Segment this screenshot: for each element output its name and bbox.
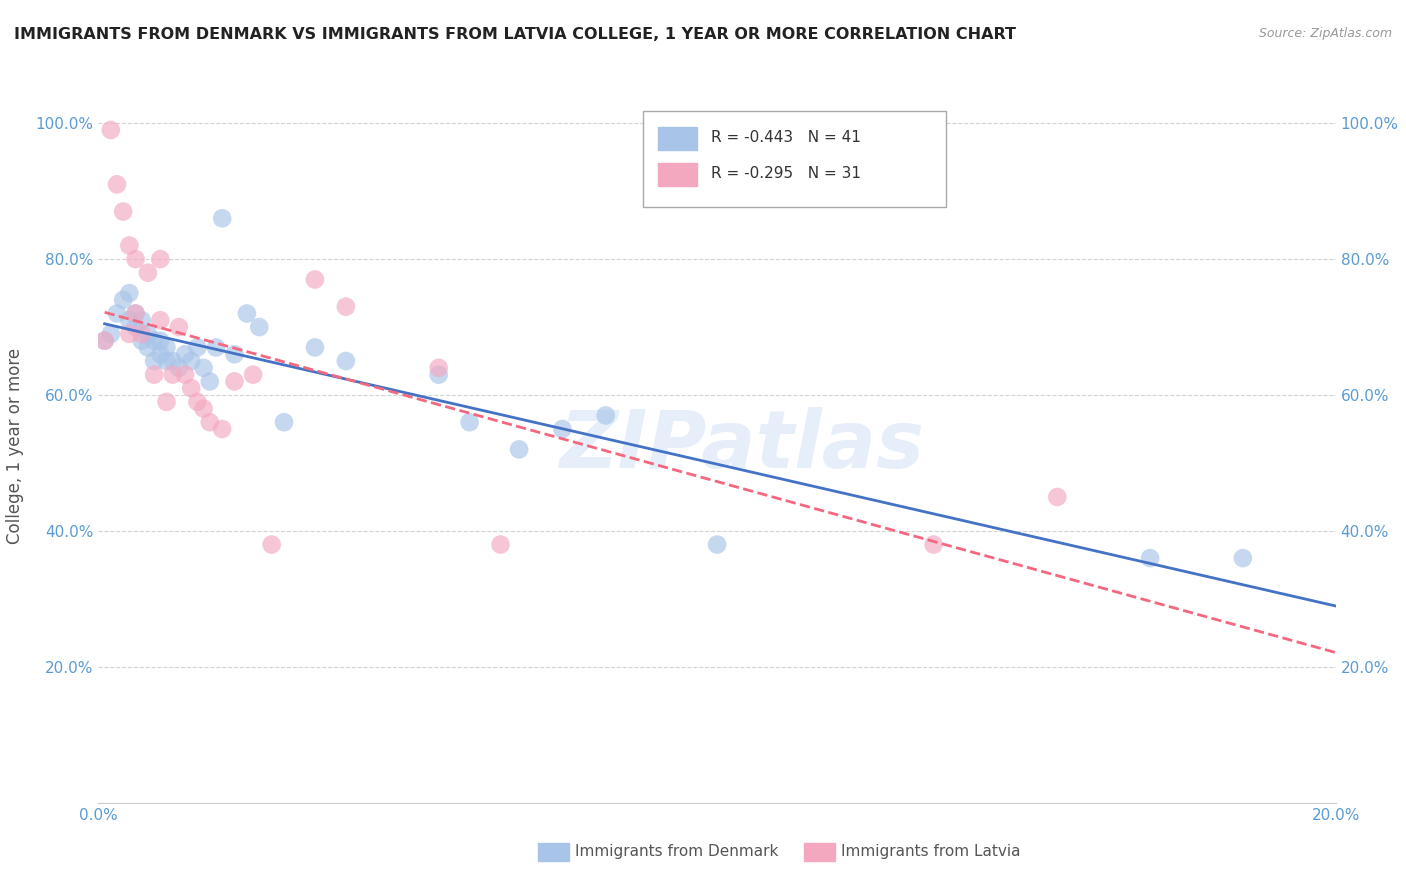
Point <box>1139 551 1161 566</box>
Point <box>162 368 184 382</box>
Point <box>1046 490 1069 504</box>
Point <box>551 422 574 436</box>
Point <box>236 306 259 320</box>
Point <box>1232 551 1254 566</box>
Bar <box>537 844 568 862</box>
Bar <box>658 162 697 186</box>
Point <box>155 394 177 409</box>
Point <box>427 368 450 382</box>
Text: ZIPatlas: ZIPatlas <box>560 407 924 485</box>
Point <box>149 347 172 361</box>
Point <box>508 442 530 457</box>
Point <box>124 306 146 320</box>
Point <box>155 354 177 368</box>
Point <box>335 354 357 368</box>
Point <box>224 347 246 361</box>
Point <box>131 326 153 341</box>
Point <box>167 320 190 334</box>
Point <box>105 306 128 320</box>
Point <box>193 360 215 375</box>
Point <box>124 252 146 266</box>
Point <box>427 360 450 375</box>
Point <box>247 320 270 334</box>
Point <box>136 266 159 280</box>
Point <box>112 293 135 307</box>
Point <box>211 422 233 436</box>
Text: R = -0.295   N = 31: R = -0.295 N = 31 <box>711 166 860 181</box>
Point <box>143 368 166 382</box>
Point <box>149 252 172 266</box>
Point <box>260 537 283 551</box>
Point <box>242 368 264 382</box>
Text: Immigrants from Latvia: Immigrants from Latvia <box>841 844 1021 859</box>
Text: Source: ZipAtlas.com: Source: ZipAtlas.com <box>1258 27 1392 40</box>
FancyBboxPatch shape <box>643 111 946 207</box>
Point <box>136 326 159 341</box>
Point <box>198 375 221 389</box>
Point <box>118 286 141 301</box>
Point <box>922 537 945 551</box>
Point <box>100 123 122 137</box>
Point <box>186 394 208 409</box>
Point <box>174 368 197 382</box>
Point <box>211 211 233 226</box>
Point <box>149 334 172 348</box>
Point <box>155 341 177 355</box>
Point <box>100 326 122 341</box>
Bar <box>804 844 835 862</box>
Point <box>131 313 153 327</box>
Point <box>489 537 512 551</box>
Point <box>93 334 115 348</box>
Point <box>105 178 128 192</box>
Point <box>118 313 141 327</box>
Point <box>143 334 166 348</box>
Point <box>143 354 166 368</box>
Point <box>180 354 202 368</box>
Point <box>112 204 135 219</box>
Point <box>335 300 357 314</box>
Point <box>304 341 326 355</box>
Point <box>124 306 146 320</box>
Point <box>118 326 141 341</box>
Point <box>93 334 115 348</box>
Text: Immigrants from Denmark: Immigrants from Denmark <box>575 844 778 859</box>
Point <box>167 360 190 375</box>
Text: R = -0.443   N = 41: R = -0.443 N = 41 <box>711 130 860 145</box>
Point <box>136 341 159 355</box>
Point <box>224 375 246 389</box>
Point <box>193 401 215 416</box>
Point <box>124 320 146 334</box>
Point <box>186 341 208 355</box>
Point <box>706 537 728 551</box>
Point <box>174 347 197 361</box>
Point <box>198 415 221 429</box>
Point <box>149 313 172 327</box>
Bar <box>658 127 697 150</box>
Point <box>595 409 617 423</box>
Point <box>118 238 141 252</box>
Point <box>131 334 153 348</box>
Point <box>162 354 184 368</box>
Point <box>304 272 326 286</box>
Point <box>458 415 481 429</box>
Point <box>180 381 202 395</box>
Point <box>205 341 228 355</box>
Text: IMMIGRANTS FROM DENMARK VS IMMIGRANTS FROM LATVIA COLLEGE, 1 YEAR OR MORE CORREL: IMMIGRANTS FROM DENMARK VS IMMIGRANTS FR… <box>14 27 1017 42</box>
Point <box>273 415 295 429</box>
Y-axis label: College, 1 year or more: College, 1 year or more <box>7 348 24 544</box>
